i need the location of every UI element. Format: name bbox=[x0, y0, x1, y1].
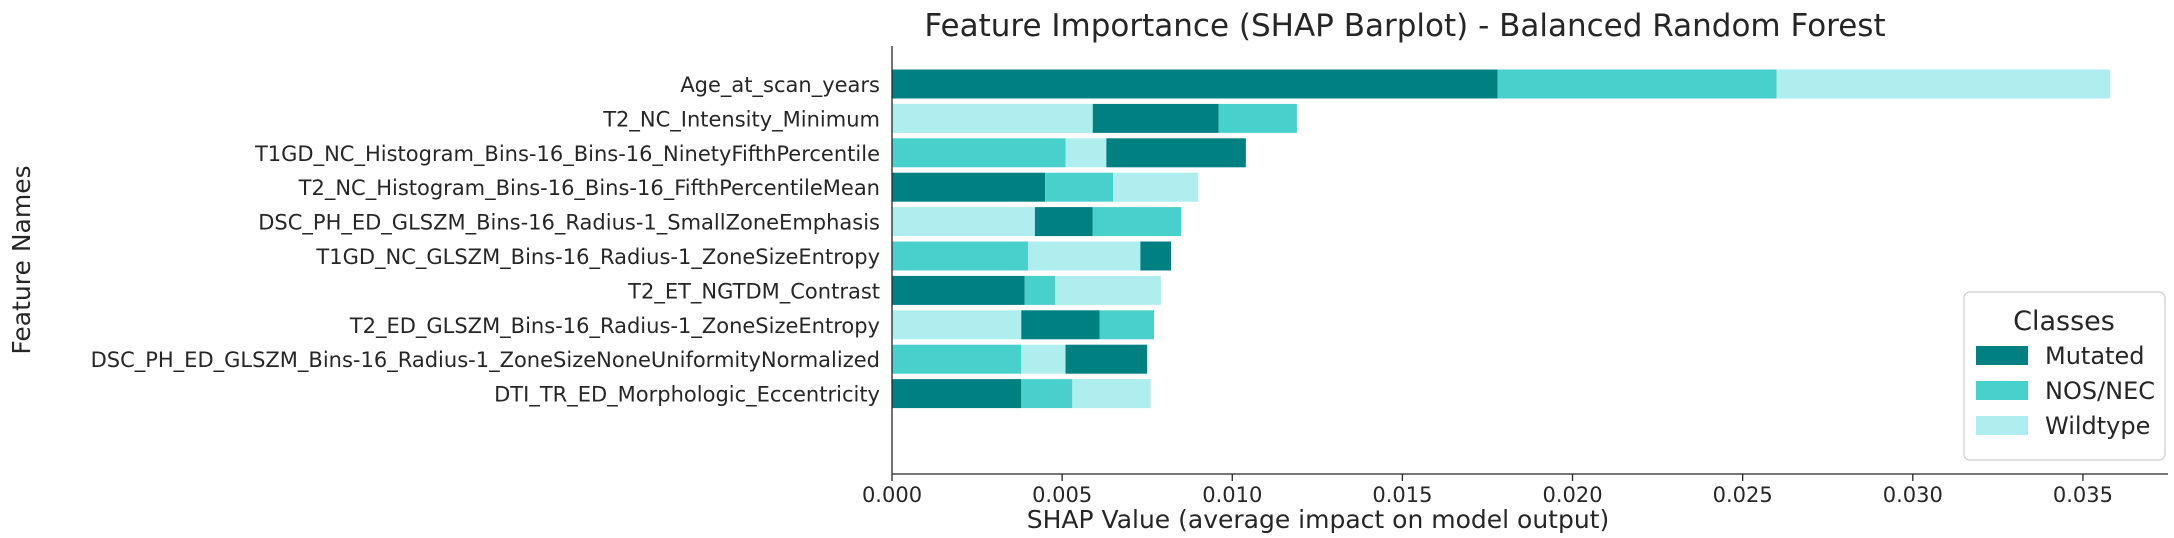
x-tick-label: 0.030 bbox=[1883, 483, 1943, 507]
x-tick-label: 0.015 bbox=[1372, 483, 1432, 507]
bar-segment-wildtype bbox=[1055, 275, 1161, 305]
bar-segment-mutated bbox=[1140, 241, 1172, 271]
bar-segment-mutated bbox=[892, 379, 1022, 409]
bar-segment-nos-nec bbox=[1045, 172, 1114, 202]
bar-segment-wildtype bbox=[1021, 344, 1066, 374]
bar-segment-mutated bbox=[892, 69, 1498, 99]
legend-title: Classes bbox=[2013, 306, 2115, 337]
legend-swatch bbox=[1976, 346, 2028, 365]
bar-segment-mutated bbox=[892, 172, 1046, 202]
bar-segment-mutated bbox=[1034, 207, 1093, 237]
legend-label: Wildtype bbox=[2045, 412, 2150, 440]
bar-segment-mutated bbox=[892, 275, 1025, 305]
y-tick-label: T1GD_NC_Histogram_Bins-16_Bins-16_Ninety… bbox=[254, 142, 880, 167]
bar-segment-mutated bbox=[1065, 344, 1148, 374]
bar-segment-nos-nec bbox=[1092, 207, 1182, 237]
x-ticks: 0.000 0.005 0.010 0.015 0.020 0.025 0.030 0.035 bbox=[862, 474, 2113, 507]
y-tick-labels: Age_at_scan_years T2_NC_Intensity_Minimum… bbox=[91, 73, 880, 408]
bar-segment-nos-nec bbox=[1099, 310, 1155, 340]
x-tick-label: 0.035 bbox=[2053, 483, 2113, 507]
x-tick-label: 0.000 bbox=[862, 483, 922, 507]
y-tick-label: T2_ED_GLSZM_Bins-16_Radius-1_ZoneSizeEnt… bbox=[349, 314, 880, 339]
bar-segment-nos-nec bbox=[1024, 275, 1056, 305]
bar-segment-nos-nec bbox=[1021, 379, 1073, 409]
bar-segment-wildtype bbox=[892, 310, 1022, 340]
y-tick-label: T2_ET_NGTDM_Contrast bbox=[627, 279, 880, 304]
x-axis-label: SHAP Value (average impact on model outp… bbox=[1027, 505, 1610, 534]
legend-swatch bbox=[1976, 416, 2028, 435]
bar-segment-wildtype bbox=[892, 103, 1093, 133]
x-tick-label: 0.010 bbox=[1202, 483, 1262, 507]
bar-segment-mutated bbox=[1092, 103, 1219, 133]
y-axis-label: Feature Names bbox=[7, 165, 36, 354]
x-tick-label: 0.025 bbox=[1713, 483, 1773, 507]
legend-items: Mutated NOS/NEC Wildtype bbox=[1976, 342, 2155, 440]
bar-segment-wildtype bbox=[892, 207, 1035, 237]
bar-segment-wildtype bbox=[1776, 69, 2111, 99]
y-tick-label: T1GD_NC_GLSZM_Bins-16_Radius-1_ZoneSizeE… bbox=[315, 245, 880, 270]
legend-label: NOS/NEC bbox=[2045, 377, 2155, 405]
y-tick-label: DSC_PH_ED_GLSZM_Bins-16_Radius-1_SmallZo… bbox=[258, 211, 880, 236]
legend-swatch bbox=[1976, 381, 2028, 400]
bar-segment-mutated bbox=[1021, 310, 1100, 340]
legend-label: Mutated bbox=[2045, 342, 2144, 370]
bar-segment-wildtype bbox=[1065, 138, 1107, 168]
bar-area bbox=[892, 69, 2111, 409]
x-tick-label: 0.020 bbox=[1542, 483, 1602, 507]
bar-segment-nos-nec bbox=[1218, 103, 1297, 133]
bar-segment-nos-nec bbox=[892, 241, 1029, 271]
legend: Classes Mutated NOS/NEC Wildtype bbox=[1963, 291, 2166, 461]
bar-segment-nos-nec bbox=[892, 344, 1022, 374]
y-tick-label: DTI_TR_ED_Morphologic_Eccentricity bbox=[494, 383, 880, 408]
y-tick-label: T2_NC_Histogram_Bins-16_Bins-16_FifthPer… bbox=[298, 176, 880, 201]
chart-title: Feature Importance (SHAP Barplot) - Bala… bbox=[924, 8, 1885, 44]
y-tick-label: T2_NC_Intensity_Minimum bbox=[602, 107, 880, 132]
bar-segment-nos-nec bbox=[892, 138, 1066, 168]
x-tick-label: 0.005 bbox=[1032, 483, 1092, 507]
bar-segment-nos-nec bbox=[1497, 69, 1777, 99]
y-tick-label: DSC_PH_ED_GLSZM_Bins-16_Radius-1_ZoneSiz… bbox=[91, 348, 880, 373]
bar-segment-wildtype bbox=[1113, 172, 1199, 202]
bar-segment-wildtype bbox=[1072, 379, 1151, 409]
bar-segment-mutated bbox=[1106, 138, 1246, 168]
bar-segment-wildtype bbox=[1028, 241, 1141, 271]
y-tick-label: Age_at_scan_years bbox=[680, 73, 880, 98]
